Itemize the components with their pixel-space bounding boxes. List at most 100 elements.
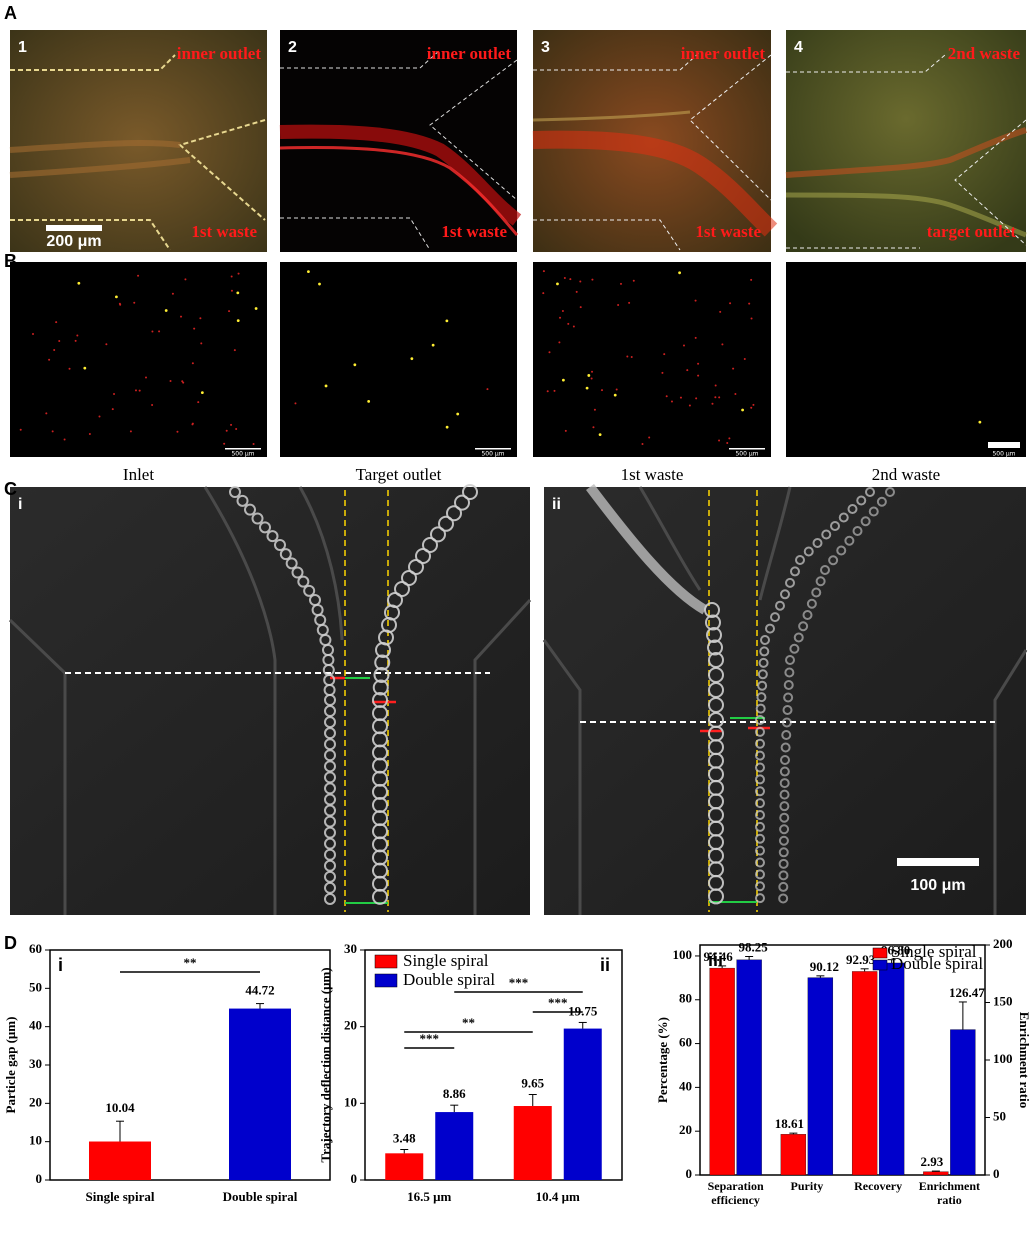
scale-bar bbox=[475, 448, 511, 450]
particle bbox=[176, 430, 179, 433]
image-caption: Target outlet bbox=[356, 465, 442, 484]
particle bbox=[375, 642, 391, 658]
value-label: 98.25 bbox=[739, 939, 769, 954]
particle bbox=[431, 343, 435, 347]
particle bbox=[303, 584, 316, 597]
particle bbox=[770, 612, 780, 623]
particle bbox=[367, 400, 371, 403]
scale-bar bbox=[988, 442, 1020, 448]
y-axis-title: Percentage (%) bbox=[655, 1017, 670, 1103]
y-tick-label: 0 bbox=[686, 1166, 693, 1181]
particle bbox=[324, 727, 336, 740]
panel-c-images bbox=[8, 483, 1028, 915]
particle bbox=[743, 358, 746, 361]
channel-edge bbox=[533, 51, 772, 251]
significance-label: ** bbox=[184, 955, 197, 970]
particle bbox=[811, 587, 822, 598]
legend-label: Single spiral bbox=[891, 942, 977, 961]
particle bbox=[184, 278, 187, 281]
particle bbox=[324, 694, 336, 706]
particle bbox=[802, 610, 813, 620]
particle bbox=[815, 576, 826, 587]
particle bbox=[324, 705, 336, 718]
particle bbox=[844, 535, 855, 546]
particle bbox=[199, 317, 202, 320]
particle bbox=[821, 529, 832, 540]
particle bbox=[324, 804, 336, 817]
particle bbox=[548, 351, 551, 354]
particle bbox=[790, 566, 800, 577]
stream bbox=[279, 146, 519, 236]
particle bbox=[590, 377, 593, 380]
particle bbox=[755, 869, 765, 880]
bar bbox=[435, 1112, 474, 1180]
particle bbox=[711, 402, 714, 405]
particle bbox=[591, 278, 594, 281]
particle bbox=[324, 782, 336, 795]
particle bbox=[74, 339, 77, 342]
particle bbox=[757, 669, 768, 680]
image-number: 2 bbox=[288, 39, 297, 56]
particle bbox=[721, 343, 724, 346]
micrograph bbox=[10, 262, 267, 457]
significance-label: *** bbox=[420, 1031, 440, 1046]
particle bbox=[63, 438, 66, 441]
particle bbox=[32, 332, 35, 335]
bar bbox=[950, 1029, 976, 1176]
particle bbox=[755, 845, 765, 856]
particle bbox=[860, 516, 871, 527]
legend-swatch bbox=[872, 959, 888, 971]
particle bbox=[828, 555, 839, 566]
particle bbox=[244, 503, 256, 516]
particle bbox=[324, 848, 336, 861]
particle bbox=[68, 367, 71, 370]
particle bbox=[197, 401, 200, 404]
particle bbox=[705, 614, 721, 631]
particle bbox=[145, 376, 148, 379]
particle bbox=[688, 404, 691, 407]
particle bbox=[760, 635, 770, 645]
value-label: 2.93 bbox=[921, 1154, 944, 1169]
channel-label: 1st waste bbox=[441, 222, 507, 241]
particle bbox=[593, 408, 596, 411]
particle bbox=[670, 400, 673, 403]
particle bbox=[394, 581, 410, 597]
image-number: 3 bbox=[541, 39, 550, 56]
channel-edge bbox=[280, 49, 518, 251]
channel-label: 1st waste bbox=[695, 222, 761, 241]
x-tick-label: 10.4 μm bbox=[536, 1189, 580, 1204]
particle bbox=[726, 441, 729, 444]
particle bbox=[778, 847, 789, 858]
particle bbox=[119, 303, 122, 306]
particle bbox=[585, 386, 589, 390]
particle bbox=[678, 271, 681, 275]
particle bbox=[856, 495, 867, 506]
particle bbox=[632, 279, 635, 282]
particle bbox=[77, 281, 81, 285]
bar bbox=[807, 977, 834, 1176]
stream bbox=[532, 130, 778, 237]
particle bbox=[775, 600, 785, 611]
image-caption: 1st waste bbox=[621, 465, 684, 484]
particle bbox=[575, 290, 578, 293]
channel-wall bbox=[542, 486, 1028, 915]
panel-sublabel: ii bbox=[600, 955, 610, 975]
value-label: 90.12 bbox=[810, 959, 839, 974]
particle bbox=[750, 317, 753, 320]
image-caption: Inlet bbox=[123, 465, 154, 484]
micrograph bbox=[533, 262, 771, 457]
image-number: 4 bbox=[794, 39, 803, 56]
particle bbox=[750, 406, 753, 409]
particle bbox=[865, 487, 875, 497]
particle bbox=[579, 280, 582, 283]
particle bbox=[755, 821, 765, 832]
particle bbox=[151, 403, 154, 406]
y-tick-label: 50 bbox=[993, 1108, 1006, 1123]
value-label: 94.46 bbox=[704, 949, 734, 964]
particle bbox=[694, 299, 697, 302]
particle bbox=[372, 888, 388, 905]
particle bbox=[438, 515, 454, 532]
particle bbox=[695, 397, 698, 400]
bar bbox=[736, 959, 762, 1176]
particle bbox=[779, 789, 790, 800]
